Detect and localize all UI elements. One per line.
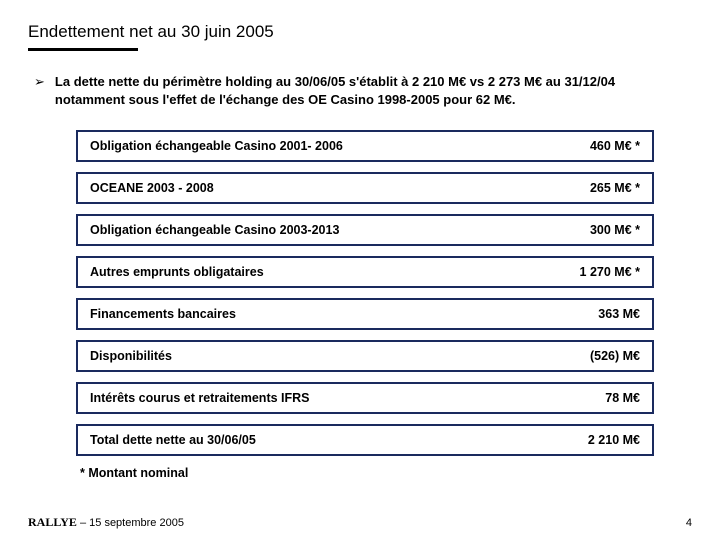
debt-table: Obligation échangeable Casino 2001- 2006… bbox=[28, 130, 692, 480]
row-value: 78 M€ bbox=[605, 391, 640, 405]
table-row: Disponibilités (526) M€ bbox=[76, 340, 654, 372]
row-label: Total dette nette au 30/06/05 bbox=[90, 433, 256, 447]
bullet-arrow-icon: ➢ bbox=[34, 74, 45, 90]
table-row: Total dette nette au 30/06/05 2 210 M€ bbox=[76, 424, 654, 456]
table-row: Intérêts courus et retraitements IFRS 78… bbox=[76, 382, 654, 414]
row-label: Obligation échangeable Casino 2003-2013 bbox=[90, 223, 339, 237]
row-label: Autres emprunts obligataires bbox=[90, 265, 264, 279]
table-row: Obligation échangeable Casino 2003-2013 … bbox=[76, 214, 654, 246]
table-row: Autres emprunts obligataires 1 270 M€ * bbox=[76, 256, 654, 288]
bullet-text: La dette nette du périmètre holding au 3… bbox=[55, 73, 686, 108]
footnote: * Montant nominal bbox=[80, 466, 654, 480]
table-row: Obligation échangeable Casino 2001- 2006… bbox=[76, 130, 654, 162]
footer: RALLYE – 15 septembre 2005 4 bbox=[28, 515, 692, 530]
table-row: Financements bancaires 363 M€ bbox=[76, 298, 654, 330]
row-value: (526) M€ bbox=[590, 349, 640, 363]
footer-brand: RALLYE bbox=[28, 515, 77, 529]
row-label: Financements bancaires bbox=[90, 307, 236, 321]
footer-date: – 15 septembre 2005 bbox=[77, 517, 184, 529]
row-value: 265 M€ * bbox=[590, 181, 640, 195]
table-row: OCEANE 2003 - 2008 265 M€ * bbox=[76, 172, 654, 204]
row-value: 363 M€ bbox=[598, 307, 640, 321]
bullet-item: ➢ La dette nette du périmètre holding au… bbox=[28, 73, 692, 108]
row-label: Obligation échangeable Casino 2001- 2006 bbox=[90, 139, 343, 153]
row-label: Disponibilités bbox=[90, 349, 172, 363]
page-title: Endettement net au 30 juin 2005 bbox=[28, 22, 692, 42]
row-value: 1 270 M€ * bbox=[580, 265, 640, 279]
title-underline bbox=[28, 48, 138, 51]
row-value: 300 M€ * bbox=[590, 223, 640, 237]
row-label: Intérêts courus et retraitements IFRS bbox=[90, 391, 310, 405]
page-number: 4 bbox=[686, 517, 692, 529]
row-value: 460 M€ * bbox=[590, 139, 640, 153]
footer-left: RALLYE – 15 septembre 2005 bbox=[28, 515, 184, 530]
row-label: OCEANE 2003 - 2008 bbox=[90, 181, 214, 195]
row-value: 2 210 M€ bbox=[588, 433, 640, 447]
